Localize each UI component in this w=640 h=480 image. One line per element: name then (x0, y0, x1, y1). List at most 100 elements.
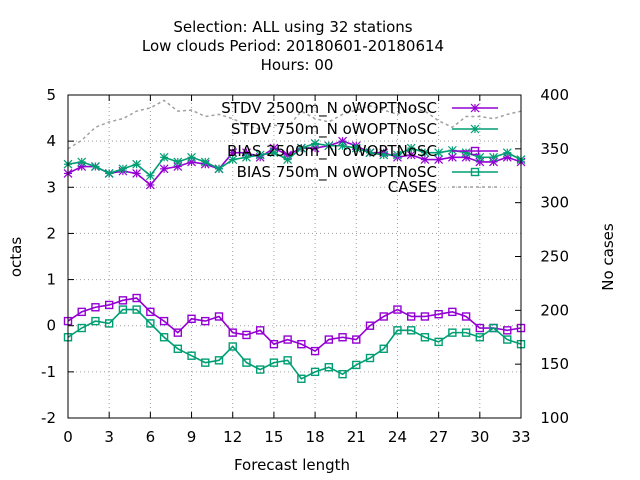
data-point-bias-2500 (448, 307, 457, 317)
data-point-bias-2500 (297, 339, 306, 349)
data-point-bias-750 (503, 335, 512, 344)
y2-tick-label: 250 (540, 248, 569, 266)
data-point-bias-2500 (393, 305, 402, 314)
data-point-bias-750 (91, 316, 100, 326)
data-point-stdv-750 (242, 152, 251, 162)
data-point-bias-2500 (283, 335, 292, 344)
data-point-bias-2500 (310, 346, 320, 356)
legend-entry-bias-750: BIAS 750m_N oWOPTNoSC (237, 163, 498, 182)
data-point-bias-750 (489, 323, 498, 333)
data-point-stdv-2500 (145, 180, 155, 190)
data-point-bias-2500 (503, 326, 512, 335)
data-point-bias-750 (77, 323, 86, 333)
data-point-stdv-750 (351, 143, 361, 153)
series-line-cases (67, 99, 522, 150)
legend-swatch-marker (470, 103, 480, 113)
data-point-bias-750 (173, 344, 183, 353)
data-point-bias-750 (269, 358, 279, 367)
data-point-stdv-750 (200, 157, 210, 167)
data-point-stdv-750 (434, 148, 444, 158)
legend-label: STDV 750m_N oWOPTNoSC (231, 120, 437, 139)
y-tick-label: 4 (46, 132, 56, 150)
data-point-stdv-750 (255, 150, 265, 160)
data-point-bias-750 (283, 356, 292, 365)
data-point-bias-750 (255, 365, 265, 374)
data-point-bias-2500 (434, 309, 443, 319)
legend-label: BIAS 750m_N oWOPTNoSC (237, 163, 437, 182)
data-point-bias-750 (406, 326, 416, 335)
data-point-stdv-750 (214, 164, 224, 174)
data-point-stdv-2500 (434, 155, 444, 165)
y2-tick-label: 200 (540, 301, 569, 319)
x-tick-label: 6 (146, 428, 156, 446)
data-point-bias-750 (242, 358, 251, 367)
data-point-stdv-750 (132, 159, 142, 169)
data-point-stdv-750 (228, 155, 238, 165)
legend: STDV 2500m_N oWOPTNoSC STDV 750m_N oWOPTN… (221, 99, 498, 196)
data-point-bias-2500 (365, 321, 375, 330)
data-point-bias-2500 (187, 314, 196, 323)
data-point-bias-2500 (324, 335, 334, 344)
x-tick-label: 15 (264, 428, 283, 446)
x-tick-label: 3 (104, 428, 114, 446)
legend-entry-stdv-2500: STDV 2500m_N oWOPTNoSC (221, 99, 498, 118)
data-point-bias-2500 (475, 323, 485, 333)
data-point-stdv-750 (173, 157, 183, 167)
data-point-stdv-750 (118, 164, 128, 174)
data-point-bias-2500 (118, 296, 128, 305)
legend-swatch-marker (470, 146, 480, 156)
legend-entry-stdv-750: STDV 750m_N oWOPTNoSC (231, 120, 498, 139)
y-tick-label: 0 (46, 317, 56, 335)
legend-label: STDV 2500m_N oWOPTNoSC (221, 99, 437, 118)
data-point-bias-2500 (269, 339, 279, 349)
data-point-bias-750 (187, 351, 196, 360)
data-point-bias-750 (159, 333, 169, 342)
legend-label: BIAS 2500m_N oWOPTNoSC (227, 142, 437, 161)
title-line-2: Low clouds Period: 20180601-20180614 (142, 37, 444, 55)
y-tick-label: 2 (46, 224, 56, 242)
x-tick-label: 9 (187, 428, 197, 446)
y-tick-label: -2 (41, 409, 56, 427)
data-point-bias-2500 (255, 326, 265, 335)
y2-tick-label: 350 (540, 140, 569, 158)
data-point-stdv-750 (420, 148, 430, 158)
x-axis-label: Forecast length (234, 456, 350, 474)
data-point-bias-2500 (338, 333, 347, 342)
data-point-bias-750 (420, 333, 430, 342)
data-point-bias-2500 (214, 312, 224, 321)
data-point-bias-2500 (132, 293, 141, 303)
y-tick-label: 5 (46, 86, 56, 104)
title-line-3: Hours: 00 (261, 56, 334, 74)
data-point-bias-750 (379, 344, 388, 353)
series-bias-750 (63, 305, 526, 383)
data-point-stdv-750 (393, 150, 402, 160)
legend-entry-cases: CASES (388, 178, 498, 196)
data-point-bias-750 (214, 356, 224, 365)
data-point-stdv-750 (269, 148, 279, 158)
data-point-bias-750 (434, 337, 443, 347)
title-line-1: Selection: ALL using 32 stations (173, 18, 412, 36)
data-point-bias-750 (365, 353, 375, 363)
data-point-bias-750 (393, 326, 402, 335)
series-line-bias-750 (67, 308, 522, 380)
data-point-stdv-750 (104, 169, 114, 178)
data-point-stdv-750 (502, 148, 512, 158)
data-point-bias-750 (310, 367, 320, 377)
data-point-stdv-750 (461, 148, 471, 158)
data-point-bias-750 (201, 358, 210, 367)
data-point-stdv-2500 (228, 148, 238, 158)
legend-entry-bias-2500: BIAS 2500m_N oWOPTNoSC (227, 142, 498, 161)
y2-tick-label: 400 (540, 86, 569, 104)
series-cases (67, 99, 522, 150)
data-point-bias-2500 (379, 312, 388, 321)
data-point-bias-2500 (201, 316, 210, 326)
legend-label: CASES (388, 178, 437, 196)
data-point-stdv-750 (145, 171, 155, 181)
data-point-bias-750 (475, 333, 485, 342)
y2-tick-label: 300 (540, 194, 569, 212)
axis-ticks: 0 3 6 9 12 15 18 21 24 27 30 33-2-10123451001502002… (41, 86, 569, 446)
data-point-bias-2500 (406, 312, 416, 321)
